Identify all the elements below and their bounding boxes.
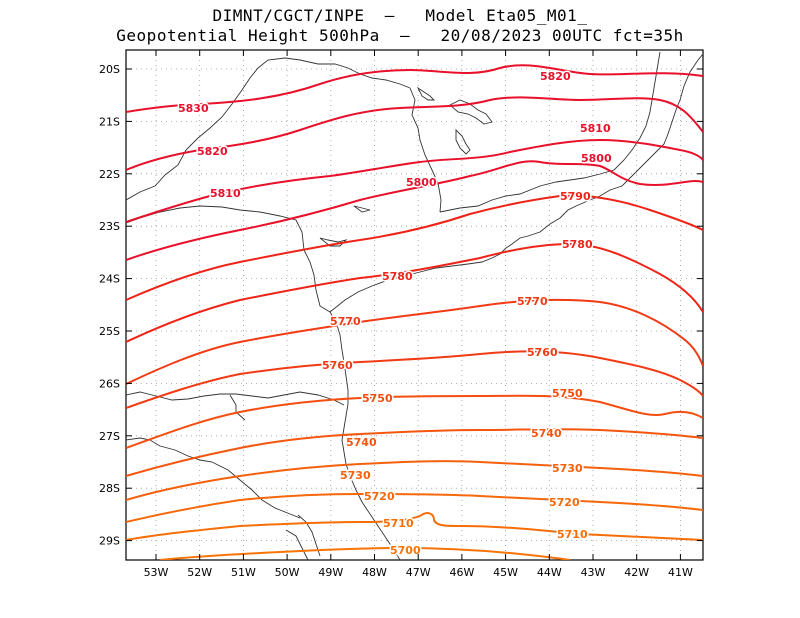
coastlines-and-borders <box>126 51 703 560</box>
longitude-label: 43W <box>581 566 606 579</box>
map-title-line-1: DIMNT/CGCT/INPE – Model Eta05_M01_ <box>212 6 588 25</box>
longitude-label: 41W <box>668 566 693 579</box>
contour-labels: 5830 5820 5820 5810 5810 5800 5800 5790 … <box>177 69 614 559</box>
contour-5710 <box>126 512 703 541</box>
contour-5750 <box>126 394 703 449</box>
longitude-label: 46W <box>449 566 474 579</box>
contour-label: 5760 <box>527 346 558 359</box>
contour-label: 5740 <box>346 436 377 449</box>
contour-5770 <box>126 298 703 385</box>
latitude-label: 21S <box>99 115 120 128</box>
contour-label: 5830 <box>178 102 209 115</box>
contour-label: 5730 <box>340 469 371 482</box>
contour-label: 5780 <box>562 238 593 251</box>
gridlines <box>126 50 703 560</box>
longitude-label: 48W <box>362 566 387 579</box>
contour-5810 <box>126 138 703 223</box>
longitude-label: 47W <box>406 566 431 579</box>
contour-label: 5710 <box>557 528 588 541</box>
latitude-label: 29S <box>99 535 120 548</box>
contour-label: 5820 <box>197 145 228 158</box>
contour-label: 5810 <box>580 122 611 135</box>
contour-5820 <box>126 96 703 171</box>
contour-5730 <box>126 460 703 501</box>
contour-label: 5800 <box>406 176 437 189</box>
latitude-label: 20S <box>99 63 120 76</box>
contour-label: 5730 <box>552 462 583 475</box>
contour-label: 5760 <box>322 359 353 372</box>
height-contours <box>126 64 703 560</box>
contour-5720 <box>126 492 703 523</box>
contour-5790 <box>126 194 703 301</box>
contour-label: 5720 <box>364 490 395 503</box>
contour-label: 5710 <box>383 517 414 530</box>
longitude-label: 45W <box>493 566 518 579</box>
longitude-labels: 53W 52W 51W 50W 49W 48W 47W 46W 45W 44W 43W 42W 41W <box>144 566 693 579</box>
latitude-label: 27S <box>99 430 120 443</box>
contour-label: 5700 <box>390 544 421 557</box>
latitude-label: 28S <box>99 482 120 495</box>
contour-5830 <box>126 64 703 113</box>
contour-label: 5740 <box>531 427 562 440</box>
latitude-label: 26S <box>99 377 120 390</box>
contour-label: 5770 <box>330 315 361 328</box>
latitude-label: 23S <box>99 220 120 233</box>
longitude-label: 49W <box>318 566 343 579</box>
contour-5740 <box>126 428 703 477</box>
latitude-label: 24S <box>99 273 120 286</box>
longitude-label: 53W <box>144 566 169 579</box>
contour-5700 <box>159 546 571 560</box>
contour-label: 5820 <box>540 70 571 83</box>
map-title-line-2: Geopotential Height 500hPa – 20/08/2023 … <box>116 26 684 45</box>
latitude-label: 22S <box>99 168 120 181</box>
contour-label: 5770 <box>517 295 548 308</box>
contour-5760 <box>126 350 703 409</box>
contour-label: 5790 <box>560 190 591 203</box>
contour-label: 5780 <box>382 270 413 283</box>
axis-ticks <box>126 50 703 560</box>
longitude-label: 52W <box>187 566 212 579</box>
longitude-label: 51W <box>231 566 256 579</box>
contour-label: 5800 <box>581 152 612 165</box>
longitude-label: 50W <box>275 566 300 579</box>
longitude-label: 42W <box>624 566 649 579</box>
latitude-labels: 20S 21S 22S 23S 24S 25S 26S 27S 28S 29S <box>99 63 120 548</box>
contour-5780 <box>126 242 703 343</box>
latitude-label: 25S <box>99 325 120 338</box>
contour-label: 5750 <box>552 387 583 400</box>
contour-label: 5810 <box>210 187 241 200</box>
longitude-label: 44W <box>537 566 562 579</box>
contour-5800 <box>126 160 703 261</box>
contour-label: 5750 <box>362 392 393 405</box>
contour-label: 5720 <box>549 496 580 509</box>
